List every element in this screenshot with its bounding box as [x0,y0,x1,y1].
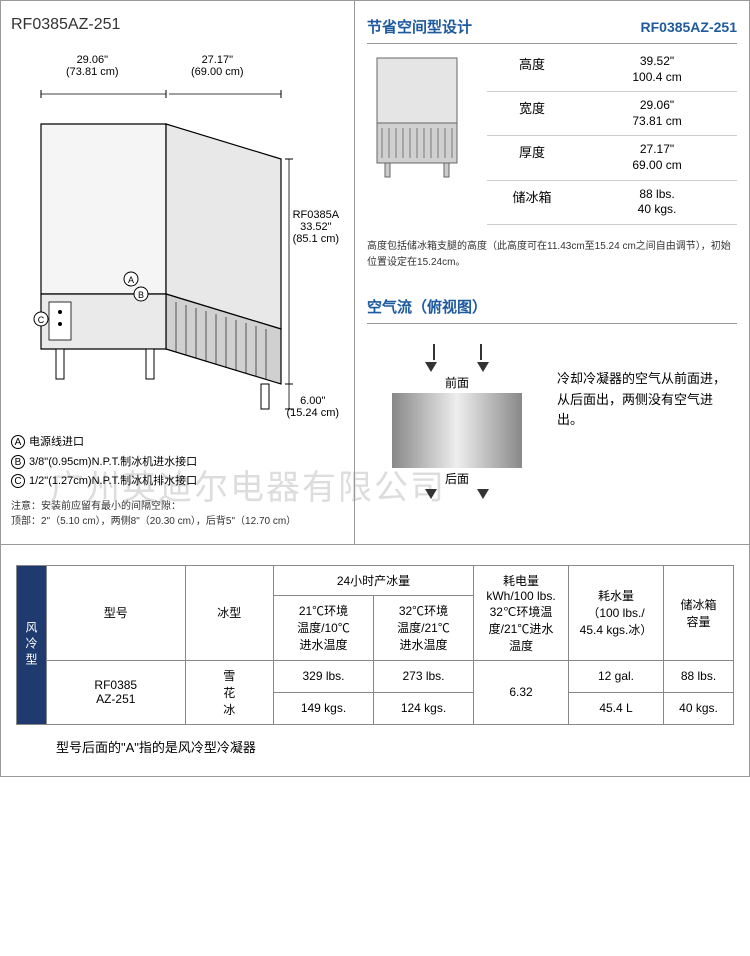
dim-label: 高度 [487,54,577,85]
td-model: RF0385AZ-251 [47,660,186,724]
th-power: 耗电量kWh/100 lbs.32℃环境温度/21℃进水温度 [474,565,569,660]
td-waterl: 45.4 L [569,692,664,724]
td-p32kgs: 124 kgs. [374,692,474,724]
model-title: RF0385AZ-251 [11,16,344,34]
th-model: 型号 [47,565,186,660]
left-panel: RF0385AZ-251 29.06"(73.81 cm) 27.17"(69.… [1,1,355,544]
th-icetype: 冰型 [185,565,273,660]
table-side-label: 风冷型 [17,565,47,724]
machine-svg: A B C [21,84,301,424]
footnote: 型号后面的"A"指的是风冷型冷凝器 [56,737,734,756]
td-storagekgs: 40 kgs. [664,692,734,724]
td-storagelbs: 88 lbs. [664,660,734,692]
legend-b: B3/8"(0.95cm)N.P.T.制冰机进水接口 [11,454,344,472]
dim-label: 宽度 [487,98,577,129]
dim-label: 储冰箱 [487,187,577,218]
legend: A电源线进口 B3/8"(0.95cm)N.P.T.制冰机进水接口 C1/2"(… [11,434,344,529]
legend-c: C1/2"(1.27cm)N.P.T.制冰机排水接口 [11,473,344,491]
dim-width: 29.06"(73.81 cm) [66,54,119,78]
arrow-down-icon [477,489,489,499]
svg-text:A: A [128,275,134,285]
spec-thumb [367,48,487,225]
th-cond1: 21℃环境温度/10℃进水温度 [274,596,374,661]
td-p32lbs: 273 lbs. [374,660,474,692]
model-blue: RF0385AZ-251 [641,19,738,35]
dim-value: 88 lbs.40 kgs. [577,187,737,218]
airflow-text: 冷却冷凝器的空气从前面进，从后面出，两侧没有空气进出。 [547,344,737,494]
td-p21lbs: 329 lbs. [274,660,374,692]
dim-value: 29.06"73.81 cm [577,98,737,129]
th-prod: 24小时产冰量 [274,565,474,595]
svg-text:B: B [138,290,144,300]
arrow-down-icon [425,489,437,499]
airflow-diagram: 前面 后面 [367,344,547,494]
design-title: 节省空间型设计 [367,16,472,37]
td-power: 6.32 [474,660,569,724]
th-storage: 储冰箱容量 [664,565,734,660]
th-cond2: 32℃环境温度/21℃进水温度 [374,596,474,661]
airflow-front-label: 前面 [367,374,547,391]
airflow-title: 空气流（俯视图） [367,296,737,324]
airflow-section: 空气流（俯视图） 前面 后面 [367,296,737,494]
spec-dims: 高度39.52"100.4 cm 宽度29.06"73.81 cm 厚度27.1… [487,48,737,225]
svg-text:C: C [38,315,45,325]
dim-value: 27.17"69.00 cm [577,142,737,173]
dim-depth: 27.17"(69.00 cm) [191,54,244,78]
spec-row: 高度39.52"100.4 cm 宽度29.06"73.81 cm 厚度27.1… [367,44,737,229]
spec-note: 高度包括储冰箱支腿的高度（此高度可在11.43cm至15.24 cm之间自由调节… [367,239,737,271]
td-icetype: 雪花冰 [185,660,273,724]
th-water: 耗水量（100 lbs./45.4 kgs.冰） [569,565,664,660]
right-header: 节省空间型设计 RF0385AZ-251 [367,16,737,44]
arrow-down-icon [425,362,437,372]
spec-table-main: 风冷型 型号 冰型 24小时产冰量 耗电量kWh/100 lbs.32℃环境温度… [16,565,734,725]
td-watergal: 12 gal. [569,660,664,692]
dim-value: 39.52"100.4 cm [577,54,737,85]
td-p21kgs: 149 kgs. [274,692,374,724]
legend-note: 注意：安装前应留有最小的间隔空隙： 顶部：2"（5.10 cm），两侧8"（20… [11,499,344,529]
top-section: RF0385AZ-251 29.06"(73.81 cm) 27.17"(69.… [1,1,749,545]
legend-a: A电源线进口 [11,434,344,452]
right-panel: 节省空间型设计 RF0385AZ-251 [355,1,749,544]
bottom-section: 风冷型 型号 冰型 24小时产冰量 耗电量kWh/100 lbs.32℃环境温度… [1,545,749,776]
machine-diagram: 29.06"(73.81 cm) 27.17"(69.00 cm) RF0385… [11,54,344,424]
dim-label: 厚度 [487,142,577,173]
arrow-down-icon [477,362,489,372]
airflow-box [392,393,522,468]
airflow-back-label: 后面 [367,470,547,487]
